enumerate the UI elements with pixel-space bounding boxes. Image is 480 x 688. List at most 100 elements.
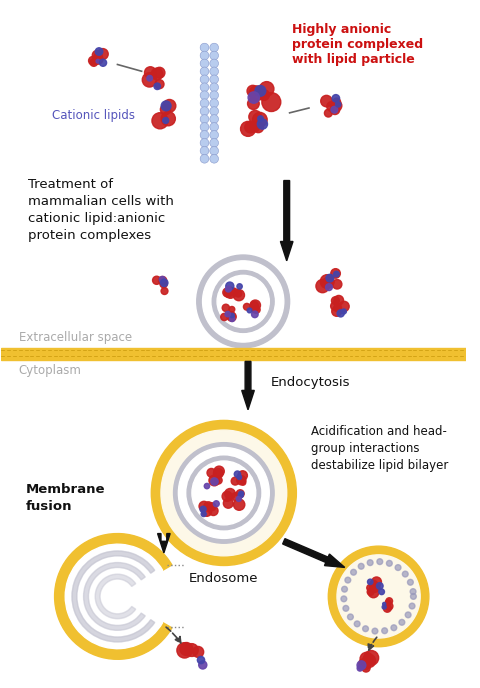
Circle shape (370, 580, 377, 588)
Circle shape (151, 420, 296, 566)
Circle shape (229, 306, 235, 312)
Circle shape (200, 99, 209, 107)
Circle shape (330, 105, 340, 114)
Circle shape (331, 301, 340, 310)
Circle shape (161, 288, 168, 294)
Text: Cytoplasm: Cytoplasm (19, 365, 82, 377)
Circle shape (247, 308, 252, 313)
Circle shape (215, 477, 222, 484)
Circle shape (225, 488, 235, 499)
Circle shape (227, 312, 236, 321)
Circle shape (231, 493, 240, 501)
Circle shape (342, 586, 348, 592)
Circle shape (233, 290, 244, 301)
Circle shape (210, 138, 218, 147)
Circle shape (236, 490, 244, 497)
Circle shape (259, 82, 274, 96)
Circle shape (204, 502, 213, 511)
Circle shape (179, 447, 269, 539)
Circle shape (262, 93, 281, 111)
Circle shape (200, 122, 209, 131)
Circle shape (161, 111, 175, 126)
Circle shape (247, 85, 258, 97)
Wedge shape (55, 534, 172, 659)
Circle shape (236, 496, 241, 502)
Circle shape (230, 288, 238, 296)
Circle shape (258, 116, 264, 121)
Circle shape (200, 154, 209, 163)
Circle shape (214, 469, 223, 478)
Circle shape (395, 565, 401, 570)
Circle shape (360, 652, 373, 665)
Circle shape (200, 83, 209, 92)
Circle shape (239, 491, 244, 496)
Circle shape (334, 304, 341, 312)
Circle shape (337, 555, 420, 638)
Circle shape (326, 275, 334, 282)
Circle shape (368, 587, 379, 598)
Text: Acidification and head-
group interactions
destabilize lipid bilayer: Acidification and head- group interactio… (311, 425, 448, 472)
Circle shape (334, 295, 344, 305)
Circle shape (359, 658, 368, 668)
Text: Membrane
fusion: Membrane fusion (25, 483, 105, 513)
Circle shape (372, 628, 378, 634)
Circle shape (332, 297, 339, 305)
Circle shape (210, 107, 218, 116)
Circle shape (399, 619, 405, 625)
Circle shape (208, 503, 216, 510)
Circle shape (409, 603, 415, 609)
Circle shape (249, 111, 262, 123)
Circle shape (227, 312, 235, 319)
Circle shape (316, 279, 329, 292)
Circle shape (224, 289, 232, 297)
Circle shape (213, 501, 219, 506)
Circle shape (370, 582, 380, 592)
Circle shape (322, 279, 330, 288)
Circle shape (161, 430, 287, 556)
Circle shape (210, 99, 218, 107)
Circle shape (252, 112, 267, 127)
Circle shape (210, 154, 218, 163)
Circle shape (222, 491, 232, 502)
Circle shape (147, 76, 153, 81)
Text: Cationic lipids: Cationic lipids (52, 109, 135, 122)
Circle shape (332, 94, 340, 102)
Circle shape (324, 109, 332, 117)
Text: Endosome: Endosome (189, 572, 259, 585)
Circle shape (367, 560, 373, 566)
Circle shape (95, 47, 103, 55)
Text: Highly anionic
protein complexed
with lipid particle: Highly anionic protein complexed with li… (291, 23, 423, 66)
Circle shape (154, 67, 165, 78)
Circle shape (253, 122, 264, 133)
Circle shape (327, 102, 337, 111)
Circle shape (231, 477, 239, 485)
Circle shape (331, 107, 338, 113)
Wedge shape (95, 574, 136, 619)
Circle shape (200, 75, 209, 84)
FancyArrow shape (242, 361, 254, 410)
Circle shape (185, 643, 198, 656)
Circle shape (368, 579, 373, 585)
Circle shape (382, 605, 386, 609)
Circle shape (354, 621, 360, 627)
Circle shape (89, 56, 97, 65)
Circle shape (200, 115, 209, 123)
Circle shape (259, 89, 269, 100)
Circle shape (210, 67, 218, 76)
Circle shape (383, 603, 386, 605)
Circle shape (142, 73, 156, 87)
Circle shape (250, 122, 260, 132)
FancyArrow shape (280, 180, 293, 261)
Circle shape (200, 67, 209, 76)
Circle shape (90, 58, 97, 66)
Circle shape (200, 131, 209, 139)
Circle shape (152, 113, 168, 129)
Circle shape (222, 304, 229, 312)
Circle shape (95, 52, 102, 58)
Circle shape (207, 469, 216, 477)
Circle shape (225, 312, 230, 317)
Circle shape (229, 316, 235, 321)
Circle shape (223, 498, 233, 508)
Circle shape (99, 59, 107, 66)
Circle shape (235, 290, 242, 297)
